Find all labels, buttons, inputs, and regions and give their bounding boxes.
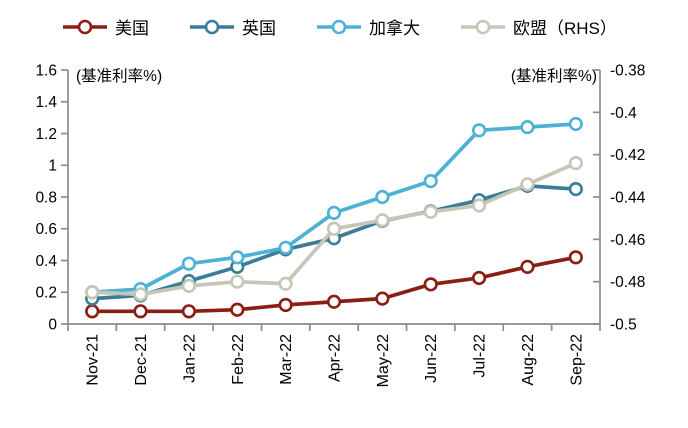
- data-point-美国: [520, 259, 535, 274]
- x-axis-label: Jun-22: [423, 334, 440, 383]
- data-point-加拿大: [326, 205, 342, 220]
- data-point-加拿大: [423, 174, 438, 189]
- left-axis-tick-label: 1.6: [35, 62, 57, 79]
- left-axis-tick-label: 0.8: [35, 189, 57, 206]
- right-axis-tick-label: -0.4: [610, 105, 637, 122]
- x-axis-label: Aug-22: [520, 334, 537, 386]
- data-point-欧盟（RHS）: [133, 287, 148, 302]
- left-axis-tick-label: 1: [48, 158, 57, 175]
- data-point-加拿大: [520, 120, 535, 135]
- legend-marker-uk-icon: [190, 19, 234, 34]
- data-point-欧盟（RHS）: [326, 221, 342, 236]
- data-point-欧盟（RHS）: [85, 285, 100, 300]
- right-axis-tick-label: -0.5: [610, 316, 637, 333]
- x-axis-label: May-22: [375, 334, 392, 387]
- x-axis-label: Apr-22: [327, 334, 344, 382]
- legend-marker-eu-icon: [461, 19, 505, 34]
- left-axis-tick-label: 0.4: [35, 253, 57, 270]
- right-axis-tick-label: -0.42: [610, 147, 645, 164]
- x-axis-label: Sep-22: [568, 334, 585, 386]
- data-point-加拿大: [568, 116, 583, 132]
- data-point-加拿大: [278, 240, 293, 255]
- right-axis-title: (基准利率%): [511, 67, 597, 85]
- data-point-美国: [278, 297, 293, 313]
- data-point-欧盟（RHS）: [375, 213, 390, 228]
- legend-item-eu: 欧盟（RHS）: [460, 14, 617, 39]
- data-point-美国: [375, 291, 390, 306]
- plot-region: 1.6 1.4 1.2 1 0.8 0.6 0.4 0.2 0 -0.38 -0.4 -0.42 -0.…: [35, 62, 645, 387]
- legend-item-us: 美国: [62, 14, 149, 39]
- data-point-美国: [423, 277, 438, 292]
- left-axis-tick-label: 1.2: [35, 126, 57, 143]
- x-axis-label: Dec-21: [133, 334, 150, 386]
- data-point-美国: [326, 294, 342, 309]
- left-axis-tick-label: 1.4: [35, 94, 57, 111]
- data-point-美国: [568, 250, 583, 265]
- data-point-欧盟（RHS）: [230, 274, 245, 289]
- data-point-英国: [568, 181, 583, 197]
- data-point-加拿大: [375, 189, 390, 205]
- left-axis-tick-label: 0.2: [35, 285, 57, 302]
- x-axis-label: Jan-22: [181, 334, 198, 383]
- chart-legend: 美国 英国 加拿大 欧盟（RHS）: [62, 14, 617, 39]
- right-axis-tick-label: -0.46: [610, 232, 645, 249]
- legend-item-uk: 英国: [189, 14, 276, 39]
- legend-label-us: 美国: [115, 19, 149, 38]
- legend-marker-canada-icon: [317, 19, 361, 34]
- legend-label-canada: 加拿大: [369, 19, 420, 38]
- data-point-加拿大: [181, 256, 197, 271]
- left-axis-title: (基准利率%): [76, 67, 162, 85]
- data-point-欧盟（RHS）: [471, 198, 487, 213]
- data-point-美国: [133, 304, 148, 319]
- data-point-美国: [181, 304, 197, 319]
- data-point-加拿大: [471, 123, 487, 138]
- data-point-美国: [85, 304, 100, 319]
- right-axis-tick-label: -0.44: [610, 189, 646, 206]
- legend-label-uk: 英国: [242, 19, 276, 38]
- data-point-美国: [230, 302, 245, 317]
- legend-label-eu: 欧盟（RHS）: [513, 19, 617, 38]
- data-point-欧盟（RHS）: [278, 276, 293, 291]
- left-axis-tick-label: 0: [48, 316, 57, 333]
- right-axis-tick-label: -0.38: [610, 62, 645, 79]
- data-point-欧盟（RHS）: [568, 156, 583, 171]
- legend-marker-us-icon: [63, 19, 107, 34]
- data-point-美国: [471, 270, 487, 286]
- data-point-欧盟（RHS）: [423, 204, 438, 219]
- x-axis-label: Jul-22: [472, 334, 489, 378]
- left-axis-tick-label: 0.6: [35, 221, 57, 238]
- x-axis-label: Feb-22: [230, 334, 247, 385]
- right-axis-tick-label: -0.48: [610, 274, 645, 291]
- legend-item-canada: 加拿大: [316, 14, 420, 39]
- data-point-欧盟（RHS）: [181, 278, 197, 294]
- x-axis-label: Nov-21: [85, 334, 102, 386]
- data-point-欧盟（RHS）: [520, 177, 535, 192]
- data-point-加拿大: [230, 250, 245, 265]
- x-axis-label: Mar-22: [278, 334, 295, 385]
